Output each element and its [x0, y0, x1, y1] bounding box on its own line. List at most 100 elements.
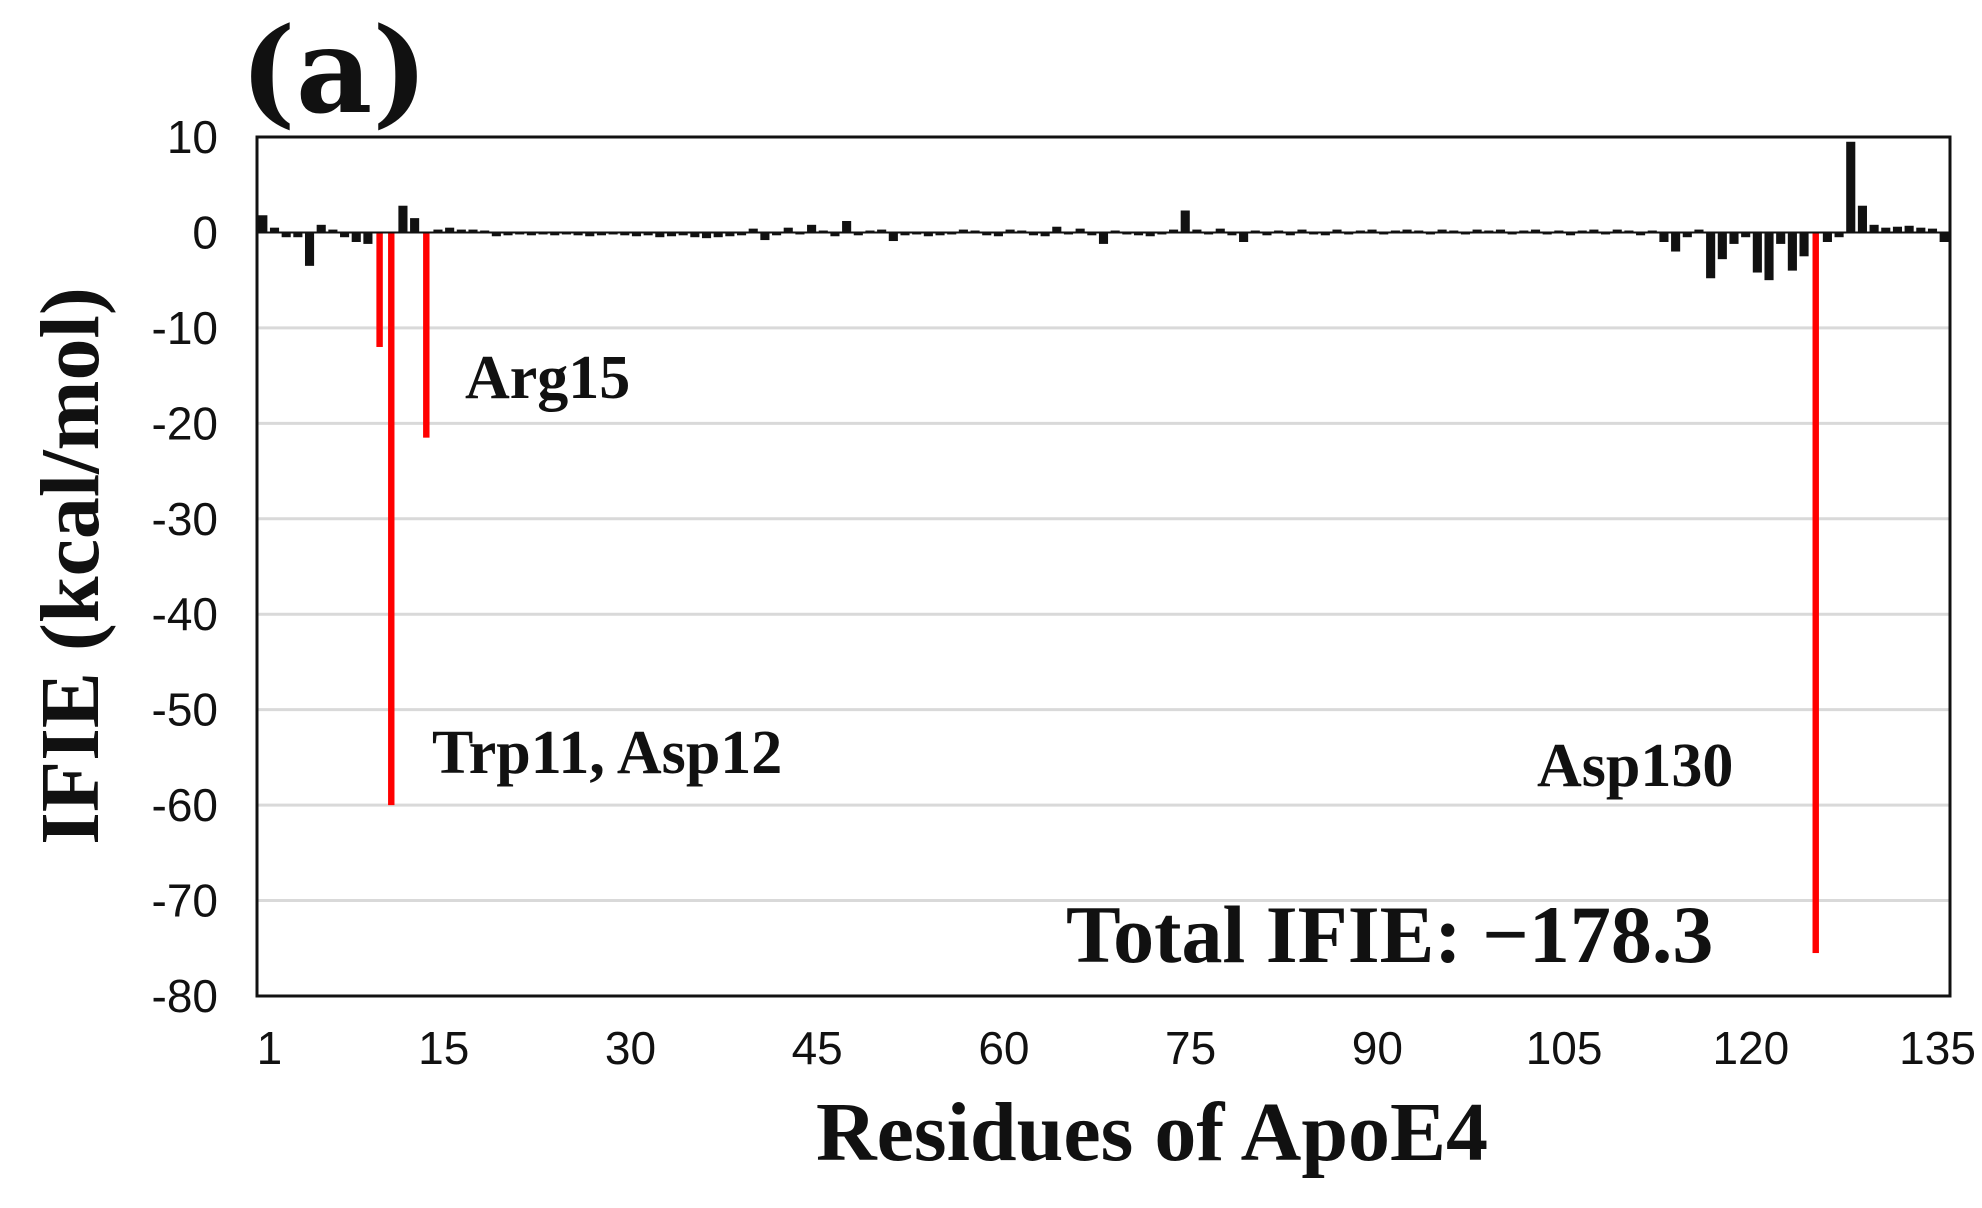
- y-tick-label: -50: [152, 684, 218, 736]
- bar-residue-54: [877, 229, 887, 233]
- bar-residue-72: [1087, 232, 1097, 236]
- bar-residue-141: [1892, 226, 1903, 233]
- bar-residue-32: [620, 232, 630, 236]
- bar-residue-4: [293, 232, 303, 238]
- bar-residue-19: [468, 229, 478, 233]
- bar-residue-9: [351, 232, 361, 242]
- bar-residue-129: [1752, 232, 1762, 273]
- bar-residue-81: [1192, 229, 1202, 233]
- x-tick-label: 105: [1526, 1022, 1603, 1074]
- bar-residue-77: [1145, 232, 1155, 237]
- bar-residue-140: [1881, 227, 1891, 233]
- grid-lines: [257, 326, 1950, 903]
- bar-residue-96: [1367, 229, 1377, 233]
- bar-residue-110: [1530, 229, 1541, 233]
- bar-residue-115: [1589, 229, 1599, 233]
- x-tick-label: 135: [1899, 1022, 1976, 1074]
- bar-residue-73: [1098, 232, 1109, 244]
- bar-residue-142: [1904, 225, 1914, 233]
- y-tick-label: 10: [167, 111, 218, 163]
- bar-residue-46: [783, 227, 793, 233]
- bar-residue-102: [1437, 229, 1447, 233]
- bar-residue-51: [842, 220, 852, 233]
- bar-residue-145: [1939, 232, 1949, 242]
- bar-residue-83: [1215, 228, 1225, 233]
- bar-residue-89: [1285, 232, 1295, 236]
- bar-residue-8: [340, 232, 350, 238]
- bar-residue-29: [585, 232, 595, 237]
- y-tick-label: -70: [152, 875, 218, 927]
- bar-residue-12: [388, 232, 395, 806]
- panel-label: (a): [240, 1, 428, 140]
- bar-residue-48: [807, 224, 817, 233]
- bar-residue-93: [1332, 229, 1342, 233]
- bar-residue-121: [1659, 232, 1669, 242]
- bar-residue-144: [1927, 228, 1938, 233]
- bar-residue-69: [1052, 226, 1062, 233]
- bar-residue-71: [1075, 228, 1085, 233]
- bar-residue-58: [923, 232, 933, 237]
- bar-residue-122: [1671, 232, 1681, 252]
- bar-residue-138: [1857, 205, 1867, 233]
- bar-residue-33: [631, 232, 642, 237]
- bar-residue-26: [550, 232, 560, 236]
- bar-residue-63: [982, 232, 992, 236]
- x-axis-title: Residues of ApoE4: [816, 1086, 1488, 1179]
- bar-residue-134: [1812, 232, 1819, 954]
- bar-residue-92: [1320, 232, 1330, 236]
- bar-residue-130: [1764, 232, 1774, 281]
- bar-residue-55: [888, 232, 898, 242]
- y-tick-label: -30: [152, 493, 218, 545]
- bar-residue-139: [1869, 224, 1879, 233]
- x-tick-label: 1: [257, 1022, 283, 1074]
- bar-residue-52: [853, 232, 863, 236]
- plot-frame: [255, 135, 1952, 998]
- bar-residue-85: [1239, 232, 1249, 242]
- bar-residue-67: [1028, 232, 1038, 236]
- bar-residue-17: [445, 227, 455, 233]
- annotation-arg15: Arg15: [465, 344, 630, 412]
- annotation-asp130: Asp130: [1537, 732, 1733, 800]
- bar-residue-15: [423, 232, 430, 438]
- bar-residue-11: [376, 232, 383, 347]
- bar-residue-107: [1495, 229, 1506, 233]
- bar-residue-136: [1834, 232, 1844, 238]
- bar-residue-38: [690, 232, 700, 238]
- bar-residue-5: [304, 232, 315, 266]
- bar-residue-6: [316, 224, 326, 233]
- bar-residue-59: [935, 232, 945, 236]
- bar-residue-143: [1916, 227, 1926, 233]
- y-tick-label: -20: [152, 397, 218, 449]
- x-tick-label: 120: [1712, 1022, 1789, 1074]
- bar-residue-37: [678, 232, 688, 236]
- bar-residue-137: [1846, 141, 1856, 233]
- bar-residue-45: [772, 232, 782, 236]
- bar-residue-28: [573, 232, 583, 236]
- annotation-trp11-asp12: Trp11, Asp12: [432, 719, 782, 787]
- bar-residue-24: [526, 232, 536, 236]
- bar-residue-131: [1776, 232, 1786, 244]
- bar-residue-135: [1822, 232, 1832, 242]
- bar-residue-18: [456, 229, 466, 233]
- annotation-total-ifie: Total IFIE: −178.3: [1066, 889, 1713, 980]
- x-tick-label: 30: [605, 1022, 656, 1074]
- bar-residue-64: [993, 232, 1003, 237]
- bar-residue-123: [1682, 232, 1692, 238]
- bar-residue-84: [1227, 232, 1237, 236]
- bar-residue-79: [1169, 229, 1179, 233]
- bar-residue-10: [363, 232, 373, 244]
- y-tick-label: -60: [152, 779, 218, 831]
- y-tick-label: -40: [152, 588, 218, 640]
- bar-residue-117: [1612, 229, 1622, 233]
- bar-residue-80: [1180, 210, 1190, 233]
- bar-residue-124: [1694, 229, 1704, 233]
- bar-residue-61: [958, 229, 968, 233]
- bar-residue-90: [1297, 229, 1307, 233]
- x-tick-label: 75: [1165, 1022, 1216, 1074]
- bar-residue-30: [596, 232, 606, 236]
- bar-residue-41: [725, 232, 735, 237]
- bar-residue-3: [281, 232, 291, 238]
- bar-residue-56: [900, 232, 910, 236]
- y-tick-label: -80: [152, 970, 218, 1022]
